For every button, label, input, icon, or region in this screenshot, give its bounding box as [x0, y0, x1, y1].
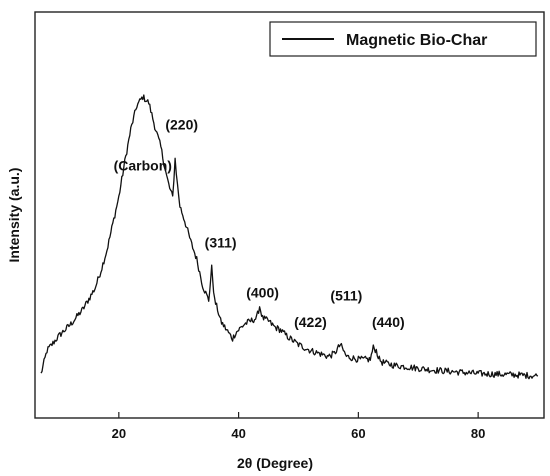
peak-label: (Carbon) — [114, 158, 172, 174]
x-axis-label: 2θ (Degree) — [237, 455, 313, 471]
x-tick-label: 80 — [471, 426, 485, 441]
peak-label: (220) — [165, 116, 198, 132]
y-axis-label: Intensity (a.u.) — [6, 168, 22, 263]
x-axis-ticks: 20 40 60 80 — [112, 412, 485, 441]
peak-label: (511) — [330, 287, 362, 303]
plot-border — [34, 11, 545, 419]
x-tick-label: 40 — [231, 426, 245, 441]
x-tick-label: 60 — [351, 426, 365, 441]
x-tick-label: 20 — [112, 426, 126, 441]
legend-series-label: Magnetic Bio-Char — [346, 32, 487, 49]
peak-label: (440) — [372, 314, 405, 330]
series-layer — [40, 94, 539, 380]
plot-frame — [34, 11, 545, 419]
peak-label: (311) — [205, 234, 237, 250]
peak-label: (422) — [294, 314, 327, 330]
series-line — [40, 94, 539, 380]
legend: Magnetic Bio-Char — [269, 21, 537, 57]
peak-label: (400) — [246, 284, 279, 300]
peak-annotations: (Carbon) (220) (311) (400) (422)(511) (440) — [114, 116, 405, 330]
